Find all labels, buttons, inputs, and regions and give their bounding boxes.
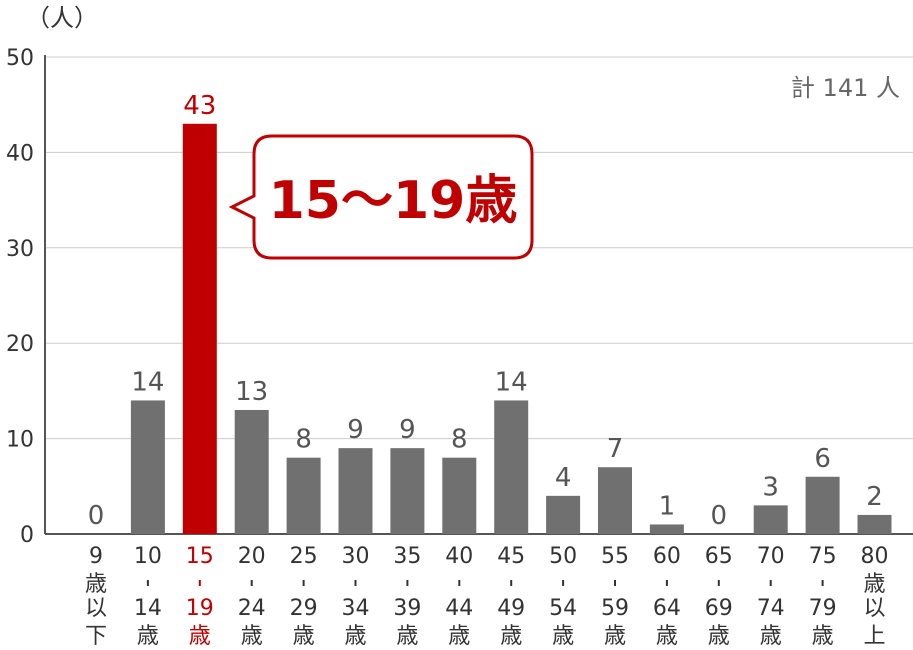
x-tick-label: 9: [89, 544, 103, 569]
x-tick-label: 60: [653, 544, 681, 569]
total-label: 計 141 人: [791, 74, 900, 102]
bar: [442, 457, 477, 534]
x-tick-label: 55: [601, 544, 629, 569]
bar-value-label: 7: [607, 434, 624, 464]
x-tick-label: 44: [445, 596, 473, 621]
callout-label: 15〜19歳: [269, 171, 518, 231]
bars: [130, 123, 892, 534]
x-tick-label: 59: [601, 596, 629, 621]
x-tick-label: 49: [497, 596, 525, 621]
bar: [546, 495, 581, 534]
x-tick-label: 歳: [760, 624, 782, 649]
x-tick-label: 歳: [500, 624, 522, 649]
y-tick-label: 40: [6, 141, 34, 166]
x-tick-label: 歳: [241, 624, 263, 649]
x-tick-label: 79: [809, 596, 837, 621]
x-tick-label: 24: [238, 596, 266, 621]
bar: [598, 467, 632, 534]
x-tick-label: 歳: [604, 624, 626, 649]
x-tick-label: 50: [549, 544, 577, 569]
x-tick-label: 歳: [137, 624, 159, 649]
x-tick-label: 歳: [552, 624, 574, 649]
bar: [494, 400, 529, 534]
x-tick-label: 歳: [708, 624, 730, 649]
x-tick-label: 歳: [293, 624, 315, 649]
x-tick-label: 以: [863, 596, 885, 621]
x-tick-label: 下: [85, 624, 107, 649]
bar-value-label: 8: [295, 425, 312, 455]
bar: [649, 524, 684, 534]
bar-value-label: 1: [659, 491, 676, 521]
x-tick-label: 10: [134, 544, 162, 569]
x-tick-label: 45: [497, 544, 525, 569]
bar-value-label: 6: [814, 444, 831, 474]
bar: [753, 505, 788, 534]
x-tick-label: 74: [757, 596, 785, 621]
y-tick-label: 20: [6, 332, 34, 357]
x-tick-label: 歳: [396, 624, 418, 649]
bar: [857, 514, 892, 534]
y-tick-label: 50: [6, 46, 34, 71]
x-tick-label: 30: [342, 544, 370, 569]
bar: [234, 409, 269, 534]
x-tick-label: 歳: [344, 624, 366, 649]
x-tick-label: 歳: [85, 572, 107, 597]
callout: 15〜19歳: [228, 134, 534, 260]
bar-value-label: 14: [131, 367, 164, 397]
x-tick-label: 上: [863, 624, 885, 649]
category-labels: 9歳以下1014歳1519歳2024歳2529歳3034歳3539歳4044歳4…: [85, 544, 889, 649]
x-tick-label: 65: [705, 544, 733, 569]
y-tick-label: 10: [6, 428, 34, 453]
x-tick-label: 75: [809, 544, 837, 569]
bar-value-label: 0: [711, 501, 728, 531]
y-axis-unit-label: （人）: [26, 4, 98, 32]
bar: [338, 448, 373, 534]
x-tick-label: 34: [342, 596, 370, 621]
x-tick-label: 35: [393, 544, 421, 569]
x-tick-label: 歳: [812, 624, 834, 649]
x-tick-label: 69: [705, 596, 733, 621]
bar-value-label: 43: [183, 91, 216, 121]
x-tick-label: 19: [186, 596, 214, 621]
bar: [286, 457, 321, 534]
x-tick-label: 70: [757, 544, 785, 569]
bar: [182, 123, 217, 534]
x-tick-label: 以: [85, 596, 107, 621]
x-tick-label: 歳: [863, 572, 885, 597]
bar: [390, 448, 425, 534]
x-tick-label: 64: [653, 596, 681, 621]
bar-value-label: 13: [235, 377, 268, 407]
bar-value-label: 0: [88, 501, 105, 531]
bar-value-label: 9: [347, 415, 364, 445]
x-tick-label: 40: [445, 544, 473, 569]
x-tick-label: 25: [290, 544, 318, 569]
bar-value-label: 2: [866, 482, 883, 512]
x-tick-label: 歳: [656, 624, 678, 649]
bar-value-label: 4: [555, 463, 572, 493]
y-tick-label: 0: [20, 523, 34, 548]
callout-bubble: [228, 134, 534, 260]
y-tick-label: 30: [6, 237, 34, 262]
x-tick-label: 54: [549, 596, 577, 621]
x-tick-label: 歳: [448, 624, 470, 649]
bar: [805, 476, 840, 534]
x-tick-label: 14: [134, 596, 162, 621]
x-tick-label: 20: [238, 544, 266, 569]
bar-value-label: 14: [495, 367, 528, 397]
x-tick-label: 80: [861, 544, 889, 569]
bar-value-label: 9: [399, 415, 416, 445]
bar-value-label: 8: [451, 425, 468, 455]
bar-value-label: 3: [762, 472, 779, 502]
bar: [130, 400, 165, 534]
x-tick-label: 29: [290, 596, 318, 621]
x-tick-label: 15: [186, 544, 214, 569]
x-tick-label: 歳: [189, 624, 211, 649]
x-tick-label: 39: [393, 596, 421, 621]
